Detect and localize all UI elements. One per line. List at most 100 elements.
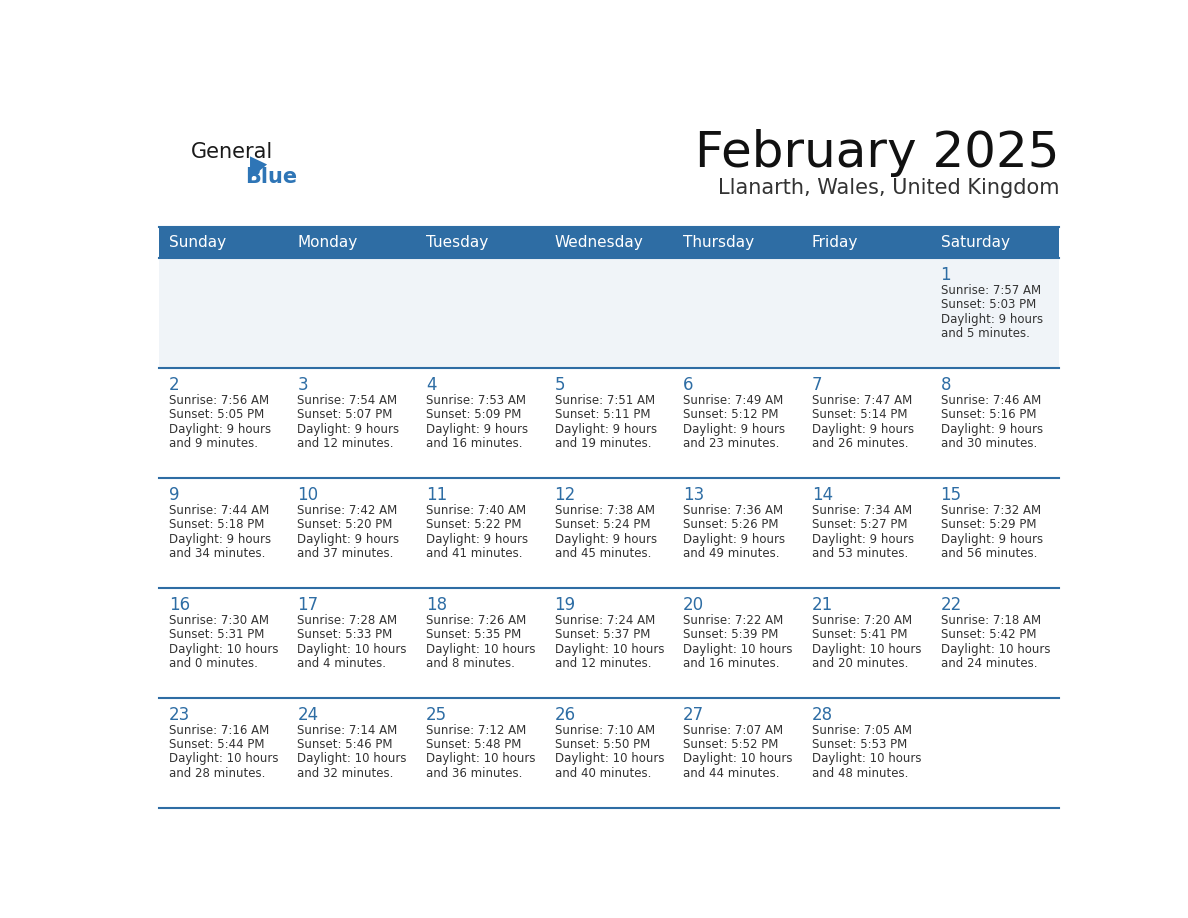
Text: Sunset: 5:37 PM: Sunset: 5:37 PM [555,628,650,642]
Text: and 9 minutes.: and 9 minutes. [169,437,258,450]
Text: 16: 16 [169,597,190,614]
Text: Sunset: 5:39 PM: Sunset: 5:39 PM [683,628,778,642]
Text: and 53 minutes.: and 53 minutes. [811,547,908,560]
Text: Daylight: 9 hours: Daylight: 9 hours [169,422,271,436]
Text: 8: 8 [941,376,952,395]
Text: 5: 5 [555,376,565,395]
Text: and 12 minutes.: and 12 minutes. [297,437,393,450]
Text: Daylight: 10 hours: Daylight: 10 hours [555,643,664,655]
Text: Sunrise: 7:34 AM: Sunrise: 7:34 AM [811,504,912,517]
Text: Sunday: Sunday [169,235,226,250]
Text: Sunrise: 7:07 AM: Sunrise: 7:07 AM [683,724,783,737]
Text: Sunset: 5:53 PM: Sunset: 5:53 PM [811,738,908,751]
Text: Sunrise: 7:42 AM: Sunrise: 7:42 AM [297,504,398,517]
Text: 23: 23 [169,706,190,724]
Text: and 26 minutes.: and 26 minutes. [811,437,909,450]
Text: and 24 minutes.: and 24 minutes. [941,656,1037,670]
Text: Sunset: 5:22 PM: Sunset: 5:22 PM [426,519,522,532]
Text: 17: 17 [297,597,318,614]
Text: and 48 minutes.: and 48 minutes. [811,767,909,779]
Text: and 37 minutes.: and 37 minutes. [297,547,393,560]
Text: and 12 minutes.: and 12 minutes. [555,656,651,670]
Text: Sunrise: 7:32 AM: Sunrise: 7:32 AM [941,504,1041,517]
Bar [158,698,1060,808]
Text: 15: 15 [941,487,961,504]
Text: Daylight: 9 hours: Daylight: 9 hours [169,532,271,545]
Text: Sunrise: 7:22 AM: Sunrise: 7:22 AM [683,614,784,627]
Text: 12: 12 [555,487,576,504]
Text: Sunrise: 7:30 AM: Sunrise: 7:30 AM [169,614,268,627]
Text: and 41 minutes.: and 41 minutes. [426,547,523,560]
Text: Sunset: 5:46 PM: Sunset: 5:46 PM [297,738,393,751]
Bar [158,368,1060,478]
Text: Daylight: 9 hours: Daylight: 9 hours [811,422,914,436]
Text: Blue: Blue [246,167,297,187]
Text: Daylight: 9 hours: Daylight: 9 hours [683,532,785,545]
Text: Daylight: 10 hours: Daylight: 10 hours [941,643,1050,655]
Bar [158,588,1060,698]
Text: Sunset: 5:05 PM: Sunset: 5:05 PM [169,409,264,421]
Text: 11: 11 [426,487,447,504]
Text: Sunset: 5:12 PM: Sunset: 5:12 PM [683,409,779,421]
Text: Sunrise: 7:51 AM: Sunrise: 7:51 AM [555,394,655,408]
Text: Daylight: 10 hours: Daylight: 10 hours [555,753,664,766]
Text: Sunset: 5:42 PM: Sunset: 5:42 PM [941,628,1036,642]
Text: 6: 6 [683,376,694,395]
Text: 9: 9 [169,487,179,504]
Text: and 28 minutes.: and 28 minutes. [169,767,265,779]
Text: and 16 minutes.: and 16 minutes. [426,437,523,450]
Text: Daylight: 9 hours: Daylight: 9 hours [811,532,914,545]
Text: Daylight: 10 hours: Daylight: 10 hours [683,643,792,655]
Text: Sunset: 5:35 PM: Sunset: 5:35 PM [426,628,522,642]
Text: Daylight: 10 hours: Daylight: 10 hours [811,643,922,655]
Text: Sunrise: 7:05 AM: Sunrise: 7:05 AM [811,724,912,737]
Text: and 0 minutes.: and 0 minutes. [169,656,258,670]
Text: Daylight: 10 hours: Daylight: 10 hours [811,753,922,766]
Text: Tuesday: Tuesday [426,235,488,250]
Text: Sunset: 5:07 PM: Sunset: 5:07 PM [297,409,393,421]
Text: 28: 28 [811,706,833,724]
Text: Sunset: 5:48 PM: Sunset: 5:48 PM [426,738,522,751]
Text: and 23 minutes.: and 23 minutes. [683,437,779,450]
Text: Sunset: 5:11 PM: Sunset: 5:11 PM [555,409,650,421]
Text: General: General [191,142,273,162]
Text: Sunset: 5:44 PM: Sunset: 5:44 PM [169,738,264,751]
Bar [158,227,1060,258]
Text: Sunrise: 7:38 AM: Sunrise: 7:38 AM [555,504,655,517]
Text: Sunrise: 7:53 AM: Sunrise: 7:53 AM [426,394,526,408]
Text: Sunrise: 7:46 AM: Sunrise: 7:46 AM [941,394,1041,408]
Text: Llanarth, Wales, United Kingdom: Llanarth, Wales, United Kingdom [718,178,1060,198]
Text: and 19 minutes.: and 19 minutes. [555,437,651,450]
Text: Sunrise: 7:24 AM: Sunrise: 7:24 AM [555,614,655,627]
Bar [158,258,1060,368]
Text: Sunrise: 7:28 AM: Sunrise: 7:28 AM [297,614,398,627]
Text: and 30 minutes.: and 30 minutes. [941,437,1037,450]
Text: and 20 minutes.: and 20 minutes. [811,656,909,670]
Text: Sunset: 5:03 PM: Sunset: 5:03 PM [941,298,1036,311]
Text: Sunset: 5:16 PM: Sunset: 5:16 PM [941,409,1036,421]
Text: Daylight: 9 hours: Daylight: 9 hours [941,422,1043,436]
Text: 22: 22 [941,597,962,614]
Text: Sunset: 5:14 PM: Sunset: 5:14 PM [811,409,908,421]
Text: Sunrise: 7:57 AM: Sunrise: 7:57 AM [941,285,1041,297]
Text: and 34 minutes.: and 34 minutes. [169,547,265,560]
Text: Daylight: 10 hours: Daylight: 10 hours [426,643,536,655]
Text: Sunrise: 7:36 AM: Sunrise: 7:36 AM [683,504,783,517]
Text: Daylight: 10 hours: Daylight: 10 hours [683,753,792,766]
Text: Monday: Monday [297,235,358,250]
Text: Daylight: 9 hours: Daylight: 9 hours [683,422,785,436]
Text: Friday: Friday [811,235,858,250]
Text: Daylight: 10 hours: Daylight: 10 hours [169,643,278,655]
Text: 27: 27 [683,706,704,724]
Text: Sunset: 5:33 PM: Sunset: 5:33 PM [297,628,392,642]
Text: Daylight: 9 hours: Daylight: 9 hours [941,532,1043,545]
Text: and 45 minutes.: and 45 minutes. [555,547,651,560]
Text: 2: 2 [169,376,179,395]
Text: 20: 20 [683,597,704,614]
Text: Daylight: 9 hours: Daylight: 9 hours [555,422,657,436]
Text: Daylight: 9 hours: Daylight: 9 hours [426,532,529,545]
Text: Sunrise: 7:47 AM: Sunrise: 7:47 AM [811,394,912,408]
Text: 13: 13 [683,487,704,504]
Text: 1: 1 [941,266,952,285]
Text: Daylight: 9 hours: Daylight: 9 hours [555,532,657,545]
